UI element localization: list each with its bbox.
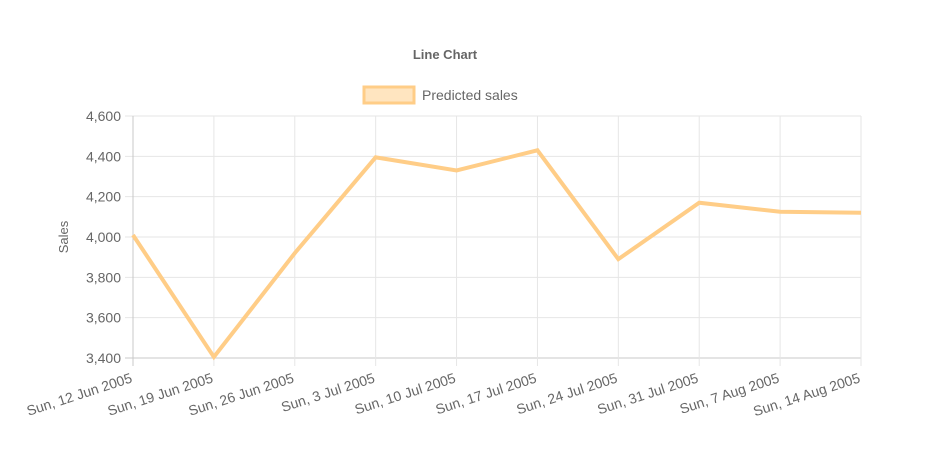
data-point[interactable] bbox=[696, 200, 702, 206]
y-tick-label: 4,200 bbox=[86, 189, 121, 205]
data-point[interactable] bbox=[454, 167, 460, 173]
data-point[interactable] bbox=[130, 232, 136, 238]
data-point[interactable] bbox=[858, 210, 864, 216]
series-layer bbox=[130, 147, 864, 361]
data-point[interactable] bbox=[292, 250, 298, 256]
data-point[interactable] bbox=[373, 154, 379, 160]
y-tick-label: 4,600 bbox=[86, 108, 121, 124]
legend-swatch[interactable] bbox=[362, 85, 416, 105]
data-point[interactable] bbox=[777, 209, 783, 215]
data-point[interactable] bbox=[211, 354, 217, 360]
chart-title: Line Chart bbox=[413, 47, 478, 62]
data-point[interactable] bbox=[615, 256, 621, 262]
y-tick-label: 4,400 bbox=[86, 148, 121, 164]
data-point[interactable] bbox=[534, 147, 540, 153]
legend[interactable]: Predicted sales bbox=[362, 85, 518, 105]
y-tick-label: 4,000 bbox=[86, 229, 121, 245]
legend-label[interactable]: Predicted sales bbox=[422, 87, 518, 103]
y-axis-title: Sales bbox=[56, 220, 71, 253]
y-tick-label: 3,800 bbox=[86, 269, 121, 285]
series-line-predicted-sales bbox=[131, 148, 862, 361]
y-tick-label: 3,600 bbox=[86, 310, 121, 326]
y-tick-label: 3,400 bbox=[86, 350, 121, 366]
y-axis-ticks: 4,600 4,400 4,200 4,000 3,800 3,600 3,400 bbox=[86, 108, 121, 366]
